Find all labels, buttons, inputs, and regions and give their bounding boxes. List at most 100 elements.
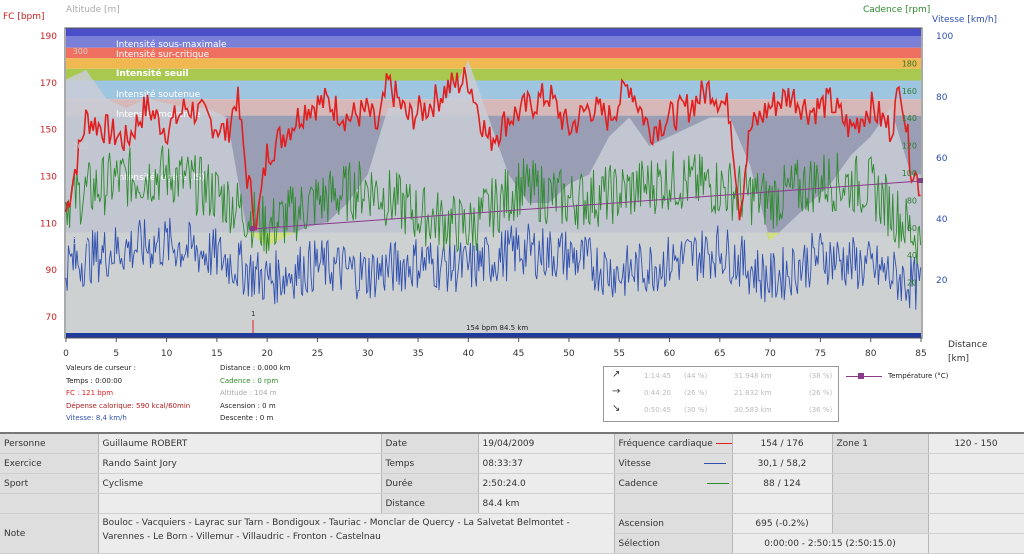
fc-tick-label: 70 xyxy=(46,313,58,323)
distance-tick-label: 5 xyxy=(113,349,119,359)
distance-axis-title: Distance xyxy=(948,340,988,350)
altitude-area xyxy=(66,60,921,338)
speed-label-text: Vitesse xyxy=(618,458,651,469)
cadence-legend-line xyxy=(706,482,729,484)
cursor-bar xyxy=(66,333,921,338)
cursor-speed: Vitesse: 8,4 km/h xyxy=(66,414,127,422)
slope-row-up: ↗ 1:14:45 (44 %) 31.948 km (38 %) xyxy=(604,369,838,385)
intensity-band xyxy=(66,99,921,116)
empty-cell xyxy=(928,493,1024,514)
cursor-cadence: Cadence : 0 rpm xyxy=(220,376,279,385)
person-label: Personne xyxy=(0,432,99,454)
empty-cell xyxy=(732,493,833,514)
slope-time: 0:50:45 xyxy=(644,406,671,414)
date-label: Date xyxy=(381,432,479,454)
cadence-tick-label: 180 xyxy=(902,59,917,68)
temperature-legend-label: Température (°C) xyxy=(888,372,949,380)
fc-tick-label: 110 xyxy=(40,219,57,229)
cadence-label-text: Cadence xyxy=(618,478,658,489)
table-row: Sport Cyclisme Durée 2:50:24.0 Cadence 8… xyxy=(0,473,1024,494)
intensity-band xyxy=(66,36,921,48)
zone-label-4: Intensité soutenue xyxy=(116,89,201,100)
speed-tick-label: 60 xyxy=(936,154,948,164)
slope-time: 0:44:20 xyxy=(644,389,671,397)
altitude-green-area xyxy=(66,232,921,246)
hr-label: Fréquence cardiaque xyxy=(614,432,733,454)
empty-cell xyxy=(614,493,733,514)
cursor-values-panel-2: Distance : 0.000 km Cadence : 0 rpm Alti… xyxy=(220,362,350,425)
arrow-down-icon: ↘ xyxy=(612,403,621,414)
distance-tick-label: 30 xyxy=(362,349,374,359)
hr-legend-line xyxy=(715,442,731,444)
temperature-legend: Température (°C) xyxy=(846,372,948,380)
marker-label: 1 xyxy=(251,310,255,318)
fc-tick-label: 190 xyxy=(40,32,57,42)
table-row: Note Bouloc - Vacquiers - Layrac sur Tar… xyxy=(0,513,1024,554)
cursor-descente: Descente : 0 m xyxy=(220,414,274,422)
distance-tick-label: 45 xyxy=(513,349,524,359)
empty-cell xyxy=(98,493,382,514)
empty-cell xyxy=(928,513,1024,534)
distance-tick-label: 25 xyxy=(312,349,323,359)
cursor-distance: Distance : 0.000 km xyxy=(220,364,291,372)
fc-tick-label: 170 xyxy=(40,79,57,89)
distance-tick-label: 35 xyxy=(412,349,423,359)
speed-label: Vitesse xyxy=(614,453,733,474)
distance-tick-label: 75 xyxy=(815,349,826,359)
intensity-band xyxy=(66,58,921,69)
slope-dpct: (36 %) xyxy=(809,406,833,414)
cadence-axis-title: Cadence [rpm] xyxy=(863,5,930,15)
cadence-tick-label: 60 xyxy=(907,224,917,233)
speed-tick-label: 40 xyxy=(936,215,948,225)
fc-tick-label: 90 xyxy=(46,266,58,276)
speed-tick-label: 20 xyxy=(936,276,948,286)
intensity-band-top xyxy=(66,28,921,36)
person-value: Guillaume ROBERT xyxy=(98,432,382,454)
cursor-calories: Dépense calorique: 590 kcal/60min xyxy=(66,401,191,410)
fc-axis-title: FC [bpm] xyxy=(3,12,45,22)
speed-line xyxy=(65,217,922,310)
empty-cell xyxy=(928,533,1024,554)
cadence-tick-label: 80 xyxy=(907,196,917,205)
cadence-tick-label: 140 xyxy=(902,114,917,123)
time-value: 08:33:37 xyxy=(478,453,615,474)
slope-dist: 30.583 km xyxy=(734,406,772,414)
empty-cell xyxy=(928,453,1024,474)
exercise-label: Exercice xyxy=(0,453,99,474)
duration-value: 2:50:24.0 xyxy=(478,473,615,494)
arrow-right-icon: → xyxy=(612,386,621,397)
altitude-tick-label: 200 xyxy=(73,142,88,151)
cadence-value: 88 / 124 xyxy=(732,473,833,494)
temperature-line xyxy=(252,180,922,230)
cadence-tick-label: 160 xyxy=(902,87,917,96)
speed-legend-line xyxy=(703,462,726,464)
distance-tick-label: 55 xyxy=(614,349,625,359)
duration-label: Durée xyxy=(381,473,479,494)
chart-area[interactable]: Intensité sous-maximale Intensité sur-cr… xyxy=(0,0,1024,362)
altitude-tick-label: 100 xyxy=(73,237,88,246)
speed-axis-title: Vitesse [km/h] xyxy=(932,15,997,25)
slope-pct: (30 %) xyxy=(684,406,708,414)
empty-cell xyxy=(0,493,99,514)
cursor-readout: 154 bpm 84.5 km xyxy=(466,324,528,332)
speed-tick-label: 80 xyxy=(936,93,948,103)
table-row: Personne Guillaume ROBERT Date 19/04/200… xyxy=(0,432,1024,454)
time-label: Temps xyxy=(381,453,479,474)
hr-label-text: Fréquence cardiaque xyxy=(618,438,713,449)
distance-tick-label: 0 xyxy=(63,349,69,359)
fc-tick-label: 130 xyxy=(40,173,57,183)
temperature-start-marker xyxy=(250,226,255,231)
ascension-label: Ascension xyxy=(614,513,733,534)
cursor-values-panel: Valeurs de curseur : Temps : 0:00:00 FC … xyxy=(66,362,266,425)
slope-time: 1:14:45 xyxy=(644,372,671,380)
distance-axis-unit: [km] xyxy=(948,354,969,362)
table-row: Sélection 0:00:00 - 2:50:15 (2:50:15.0) xyxy=(0,533,1024,554)
zone-label-1: Intensité sous-maximale xyxy=(116,39,227,50)
sport-value: Cyclisme xyxy=(98,473,382,494)
distance-label: Distance xyxy=(381,493,479,514)
altitude-tick-label: 300 xyxy=(73,47,88,56)
distance-tick-label: 70 xyxy=(764,349,776,359)
distance-tick-label: 80 xyxy=(865,349,877,359)
empty-cell xyxy=(832,453,929,474)
empty-cell xyxy=(928,473,1024,494)
